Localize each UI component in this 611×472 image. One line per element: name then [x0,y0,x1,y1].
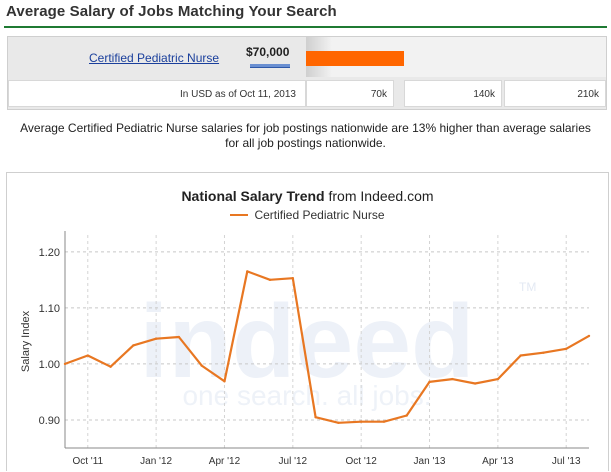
x-tick-label: Oct '11 [72,456,103,467]
data-point [154,337,158,340]
data-point [109,365,112,368]
x-tick-label: Apr '13 [482,456,514,467]
data-point [86,354,89,357]
y-tick-label: 1.00 [39,359,60,371]
legend-label: Certified Pediatric Nurse [254,208,385,222]
data-point [177,335,181,339]
scale-cell-1: 70k [306,80,394,107]
series-line-certified-pediatric-nurse [64,270,590,424]
data-point [63,362,67,366]
data-point [496,377,500,381]
data-point [519,354,522,357]
data-point [223,380,226,383]
section-title: Average Salary of Jobs Matching Your Sea… [6,3,337,20]
scale-tick-label: 70k [370,89,387,100]
salary-marker [250,64,290,68]
x-tick-label: Jul '12 [279,456,308,467]
x-tick-label: Jan '13 [414,456,446,467]
salary-scale-row: In USD as of Oct 11, 2013 70k 140k 210k [8,80,606,108]
data-point [268,278,272,282]
y-axis-label: Salary Index [20,310,32,372]
chart-title-main: National Salary Trend [181,188,325,204]
job-title-link[interactable]: Certified Pediatric Nurse [89,51,220,65]
watermark-logo: indeed [139,284,474,400]
data-point [359,420,363,423]
data-point [428,380,431,384]
data-point [246,270,249,273]
data-point [542,351,545,354]
x-tick-label: Jul '13 [552,456,581,467]
summary-line-1: Average Certified Pediatric Nurse salari… [20,121,591,135]
section-header: Average Salary of Jobs Matching Your Sea… [0,0,611,28]
data-point [291,276,295,280]
data-point [565,347,568,350]
data-point [473,382,477,385]
salary-comparison-panel: Certified Pediatric Nurse $70,000 In USD… [7,36,607,110]
data-point [337,421,340,424]
data-point [451,377,454,381]
scale-cell-3: 210k [504,80,606,107]
currency-note-cell: In USD as of Oct 11, 2013 [8,80,306,107]
scale-cell-2: 140k [404,80,502,107]
data-point [587,334,591,338]
x-tick-label: Jan '12 [140,456,172,467]
salary-bar [306,51,404,66]
currency-note: In USD as of Oct 11, 2013 [180,89,296,100]
x-tick-label: Oct '12 [345,456,377,467]
y-tick-label: 1.20 [39,247,60,259]
job-cell: Certified Pediatric Nurse $70,000 [8,37,306,77]
data-point [314,415,317,419]
salary-bar-area [306,37,606,77]
x-tick-label: Apr '12 [209,456,241,467]
data-point [382,420,386,423]
legend-swatch [230,213,249,216]
scale-tick-label: 140k [473,89,495,100]
watermark-trademark: TM [519,280,536,294]
chart-legend: Certified Pediatric Nurse [7,208,608,222]
y-tick-label: 1.10 [39,303,60,315]
title-divider [4,26,607,28]
watermark-tagline: one search. all jobs. [182,380,431,411]
summary-line-2: for all job postings nationwide. [225,136,386,150]
salary-amount: $70,000 [246,45,290,59]
salary-trend-panel: indeed one search. all jobs. TM 0.90 1.00 1.1… [6,172,609,471]
salary-summary: Average Certified Pediatric Nurse salari… [0,121,611,151]
scale-tick-label: 210k [577,89,599,100]
data-point [405,414,408,417]
data-point [200,364,203,367]
chart-title: National Salary Trend from Indeed.com [7,188,608,204]
chart-title-source: from Indeed.com [324,188,434,204]
data-point [132,344,135,347]
y-tick-label: 0.90 [39,415,60,427]
